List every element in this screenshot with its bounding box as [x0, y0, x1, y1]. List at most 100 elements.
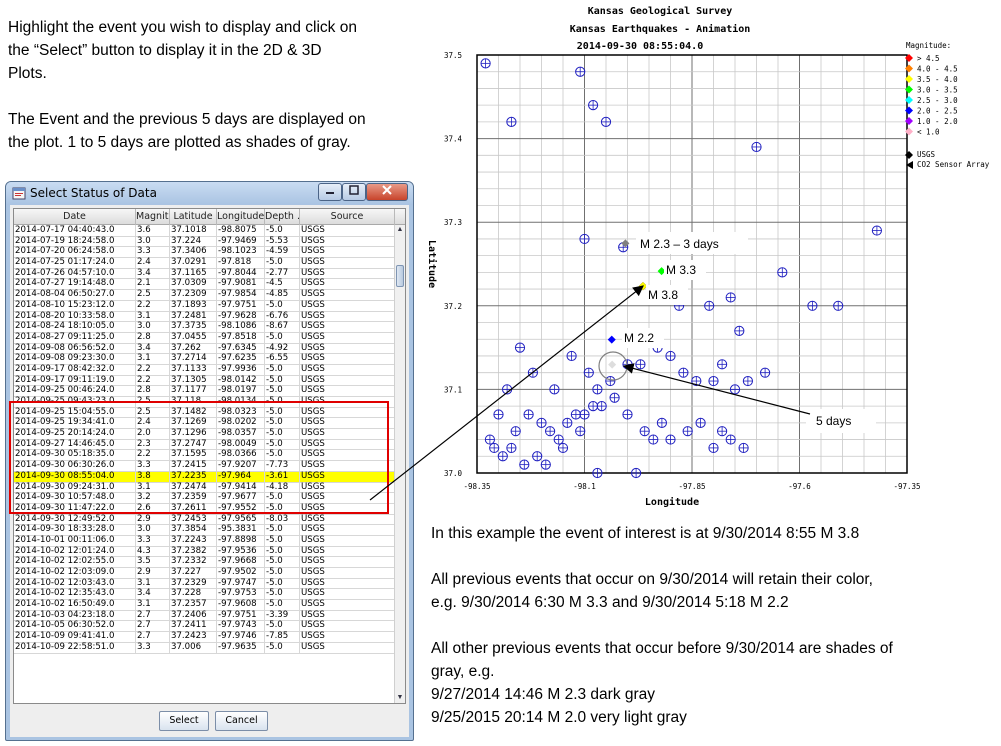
table-row[interactable]: 2014-10-09 22:58:51.0 3.3 37.006 -97.9635 -5…	[14, 641, 395, 654]
table-scrollbar[interactable]: ▲ ▼	[394, 225, 405, 703]
table-cell: -4.18	[265, 481, 300, 493]
table-cell: USGS	[300, 641, 395, 653]
table-cell: USGS	[300, 278, 395, 290]
column-header-latitude[interactable]: Latitude	[170, 209, 217, 225]
table-row[interactable]: 2014-10-02 16:50:49.0 3.1 37.2357 -97.9608-…	[14, 599, 395, 611]
table-cell: -98.1023	[217, 246, 265, 258]
window-titlebar[interactable]: Select Status of Data	[6, 182, 413, 205]
table-cell: USGS	[300, 556, 395, 568]
co2-sensor-point	[596, 401, 607, 412]
table-row[interactable]: 2014-08-04 06:50:27.0 2.5 37.2309 -97.9854-…	[14, 289, 395, 301]
table-cell: 3.0	[136, 321, 170, 333]
column-header-longitude[interactable]: Longitude	[217, 209, 265, 225]
co2-sensor-point	[725, 434, 736, 445]
table-row[interactable]: 2014-09-17 09:11:19.0 2.2 37.1305 -98.0142-…	[14, 374, 395, 387]
table-cell: 2.2	[136, 299, 170, 311]
table-row[interactable]: 2014-07-27 19:14:48.0 2.1 37.0309 -97.9081-…	[14, 278, 395, 291]
select-button[interactable]: Select	[159, 711, 209, 731]
events-table[interactable]: Date Magnit... Latitude Longitude Depth …	[13, 208, 406, 704]
table-cell: 2014-07-26 04:57:10.0	[14, 267, 136, 279]
table-cell: USGS	[300, 235, 395, 247]
co2-sensor-point	[605, 375, 616, 387]
minimize-button[interactable]	[318, 183, 342, 201]
table-cell: 3.1	[136, 310, 170, 322]
five-days-arrow	[622, 363, 811, 415]
table-cell: 2014-10-02 16:50:49.0	[14, 599, 136, 611]
explanation-text: In this example the event of interest is…	[431, 522, 893, 729]
co2-sensor-point	[540, 459, 551, 470]
table-cell: -97.6235	[217, 353, 265, 365]
table-cell: 2014-09-30 18:33:28.0	[14, 524, 136, 536]
m33-annotation: M 3.3	[666, 263, 696, 277]
column-header-magnitude[interactable]: Magnit...	[136, 209, 170, 225]
co2-sensor-point	[553, 434, 564, 445]
table-cell: 4.3	[136, 545, 170, 557]
table-row[interactable]: 2014-09-30 06:30:26.0 3.3 37.2415 -97.9207-…	[14, 460, 395, 472]
table-cell: -97.9207	[217, 460, 265, 472]
table-cell: USGS	[300, 545, 395, 557]
close-button[interactable]	[366, 183, 408, 201]
table-cell: USGS	[300, 534, 395, 546]
table-row[interactable]: 2014-09-25 15:04:55.0 2.5 37.1482 -98.0323-…	[14, 406, 395, 419]
scroll-thumb[interactable]	[396, 265, 404, 287]
table-row[interactable]: 2014-07-26 04:57:10.0 3.4 37.1165 -97.8044-…	[14, 267, 395, 280]
table-cell: 37.1165	[170, 267, 217, 279]
table-cell: 2014-07-20 06:24:58.0	[14, 246, 136, 258]
table-cell: 2014-10-03 04:23:18.0	[14, 609, 136, 621]
table-row[interactable]: 2014-09-27 14:46:45.0 2.3 37.2747 -98.0049-…	[14, 438, 395, 451]
table-row[interactable]: 2014-10-05 06:30:52.0 2.7 37.2411 -97.9743-…	[14, 620, 395, 633]
table-row[interactable]: 2014-10-02 12:03:09.0 2.9 37.227 -97.9502 -5…	[14, 567, 395, 579]
table-row[interactable]: 2014-10-02 12:01:24.0 4.3 37.2382 -97.9536-…	[14, 545, 395, 558]
cancel-button[interactable]: Cancel	[215, 711, 268, 731]
table-row[interactable]: 2014-08-24 18:10:05.0 3.0 37.3735 -98.1086-…	[14, 321, 395, 333]
table-cell: -98.0142	[217, 374, 265, 386]
table-cell: 3.5	[136, 556, 170, 568]
table-cell: -97.6345	[217, 342, 265, 354]
table-cell: 2014-09-27 14:46:45.0	[14, 438, 136, 450]
y-tick-label: 37.4	[444, 135, 463, 144]
table-cell: 3.8	[136, 470, 170, 482]
co2-sensor-point	[489, 442, 500, 454]
table-row[interactable]: 2014-08-20 10:33:58.0 3.1 37.2481 -97.9628-…	[14, 310, 395, 323]
table-row[interactable]: 2014-09-25 00:46:24.0 2.8 37.1177 -98.0197-…	[14, 385, 395, 397]
event-marker	[608, 360, 617, 369]
table-row[interactable]: 2014-09-30 11:47:22.0 2.6 37.2611 -97.9552-…	[14, 502, 395, 515]
table-cell: 2.6	[136, 502, 170, 514]
table-cell: 2014-09-25 19:34:41.0	[14, 417, 136, 429]
table-cell: -5.0	[265, 502, 300, 514]
column-header-source[interactable]: Source	[300, 209, 395, 225]
table-cell: 37.2611	[170, 502, 217, 514]
close-icon	[382, 185, 392, 195]
maximize-button[interactable]	[342, 183, 366, 201]
table-row[interactable]: 2014-09-30 09:24:31.0 3.1 37.2474 -97.9414-…	[14, 481, 395, 494]
table-row[interactable]: 2014-10-03 04:23:18.0 2.7 37.2406 -97.9751-…	[14, 609, 395, 622]
table-row[interactable]: 2014-09-08 06:56:52.0 3.4 37.262 -97.6345 -4…	[14, 342, 395, 355]
table-cell: -5.0	[265, 524, 300, 536]
co2-sensor-point	[570, 409, 582, 420]
table-cell: 2.1	[136, 278, 170, 290]
column-header-date[interactable]: Date	[14, 209, 136, 225]
table-cell: 2014-09-17 09:11:19.0	[14, 374, 136, 386]
scroll-down-icon[interactable]: ▼	[396, 694, 404, 701]
table-cell: 37.0291	[170, 257, 217, 269]
table-cell: 2.8	[136, 385, 170, 397]
co2-sensor-point	[497, 451, 508, 462]
table-row[interactable]: 2014-09-17 08:42:32.0 2.2 37.1133 -97.9936-…	[14, 363, 395, 376]
table-cell: 2014-09-30 09:24:31.0	[14, 481, 136, 493]
table-cell: 2014-09-30 10:57:48.0	[14, 492, 136, 504]
table-cell: 2014-07-17 04:40:43.0	[14, 225, 136, 236]
instruction-line-3: Plots.	[8, 65, 47, 82]
table-cell: 3.4	[136, 267, 170, 279]
column-header-depth[interactable]: Depth ...	[265, 209, 300, 225]
table-cell: -97.9536	[217, 545, 265, 557]
table-cell: USGS	[300, 599, 395, 611]
table-header: Date Magnit... Latitude Longitude Depth …	[14, 209, 405, 225]
table-cell: USGS	[300, 620, 395, 632]
table-row[interactable]: 2014-10-02 12:35:43.0 3.4 37.228 -97.9753 -5…	[14, 588, 395, 601]
table-row[interactable]: 2014-10-09 09:41:41.0 2.7 37.2423 -97.9746-…	[14, 631, 395, 643]
table-cell: 2014-10-09 22:58:51.0	[14, 641, 136, 653]
co2-sensor-point	[506, 442, 517, 454]
co2-sensor-point	[588, 401, 599, 412]
table-cell: 37.224	[170, 235, 217, 247]
scroll-up-icon[interactable]: ▲	[396, 226, 404, 233]
